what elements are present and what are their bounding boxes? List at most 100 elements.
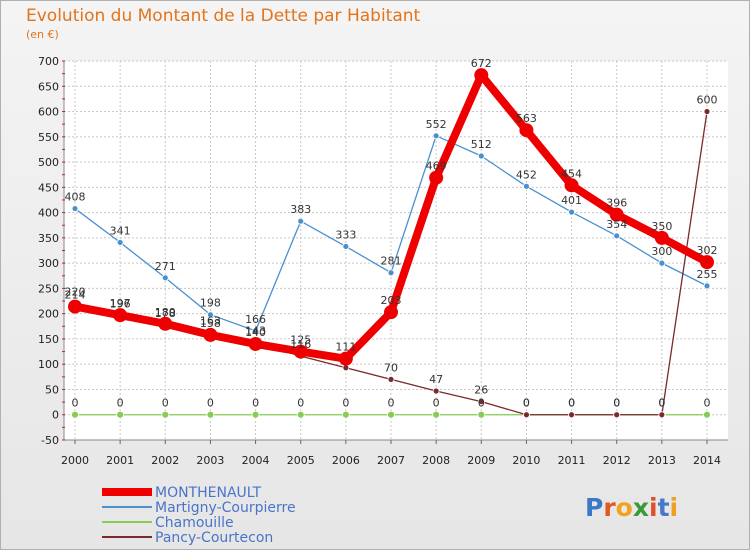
data-label: 600	[697, 94, 718, 107]
y-tick-label: 700	[38, 55, 59, 68]
x-tick-label: 2002	[151, 454, 179, 467]
data-label: 0	[658, 397, 665, 410]
data-label: 180	[155, 306, 176, 319]
data-label: 281	[381, 255, 402, 268]
data-point	[523, 411, 530, 419]
data-point	[116, 410, 125, 419]
data-label: 140	[245, 326, 266, 339]
x-tick-label: 2003	[196, 454, 224, 467]
data-label: 26	[474, 384, 488, 397]
x-tick-label: 2001	[106, 454, 134, 467]
data-point	[613, 411, 621, 419]
data-label: 0	[252, 397, 259, 410]
data-label: 125	[290, 334, 311, 347]
y-tick-label: 450	[38, 181, 59, 194]
x-tick-label: 2005	[287, 454, 315, 467]
x-tick-label: 2010	[512, 454, 540, 467]
plot-area	[64, 61, 728, 440]
data-point	[523, 182, 530, 190]
data-label: 354	[606, 218, 627, 231]
data-point	[161, 410, 170, 419]
data-point	[116, 239, 124, 246]
y-tick-label: 600	[38, 106, 59, 119]
x-tick-label: 2013	[648, 454, 676, 467]
data-label: 0	[72, 397, 79, 410]
chart-title: Evolution du Montant de la Dette par Hab…	[26, 6, 421, 26]
logo-letter: i	[649, 493, 658, 522]
data-label: 116	[290, 338, 311, 351]
data-label: 0	[162, 397, 169, 410]
data-point	[703, 410, 711, 419]
data-label: 341	[110, 224, 131, 237]
data-label: 0	[523, 397, 530, 410]
x-tick-label: 2000	[61, 454, 89, 467]
data-point	[203, 327, 218, 342]
y-tick-label: 550	[38, 131, 59, 144]
data-label: 198	[200, 297, 221, 310]
data-label: 0	[613, 397, 620, 410]
data-label: 0	[297, 397, 304, 410]
legend: MONTHENAULTMartigny-CourpierreChamouille…	[102, 485, 296, 546]
y-axis-ticks: -50 0 50 100 150 200 250 300 350 400 450 500 550 600 6…	[38, 55, 65, 447]
data-label: 383	[290, 203, 311, 216]
y-tick-label: 50	[45, 383, 59, 396]
data-point	[477, 410, 486, 419]
data-point	[207, 311, 214, 319]
legend-label: Chamouille	[155, 515, 234, 531]
logo-letter: P	[585, 493, 603, 522]
data-label: 163	[200, 314, 221, 327]
data-label: 0	[433, 397, 440, 410]
data-label: 396	[606, 197, 627, 210]
data-label: 111	[335, 341, 356, 354]
data-label: 452	[516, 168, 537, 181]
y-tick-label: 200	[38, 308, 59, 321]
data-point	[474, 68, 489, 83]
data-label: 0	[478, 397, 485, 410]
data-point	[71, 205, 79, 212]
data-label: 220	[65, 286, 86, 299]
data-label: 0	[568, 397, 575, 410]
data-label: 166	[245, 313, 266, 326]
x-tick-label: 2006	[332, 454, 360, 467]
data-label: 408	[65, 191, 86, 204]
data-label: 0	[704, 397, 711, 410]
data-label: 196	[110, 298, 131, 311]
data-point	[658, 411, 666, 419]
data-label: 70	[384, 361, 398, 374]
data-label: 47	[429, 373, 443, 386]
data-point	[341, 410, 350, 419]
data-point	[564, 178, 579, 193]
data-label: 469	[426, 160, 447, 173]
x-tick-label: 2009	[467, 454, 495, 467]
series-lines	[68, 68, 714, 419]
y-tick-label: 350	[38, 232, 59, 245]
data-label: 401	[561, 194, 582, 207]
data-point	[296, 410, 305, 419]
data-point	[387, 410, 395, 419]
y-tick-label: -50	[41, 434, 59, 447]
data-label: 0	[613, 397, 620, 410]
data-label: 214	[65, 289, 86, 302]
data-point	[568, 208, 575, 216]
data-point	[297, 217, 305, 225]
data-label: 552	[426, 118, 447, 131]
data-point	[342, 243, 350, 250]
legend-label: Martigny-Courpierre	[155, 500, 296, 516]
legend-label: MONTHENAULT	[155, 485, 262, 501]
data-point	[703, 108, 711, 115]
x-tick-label: 2014	[693, 454, 721, 467]
data-label: 454	[561, 167, 582, 180]
data-point	[609, 207, 624, 222]
data-label: 300	[651, 245, 672, 258]
y-tick-label: 0	[52, 409, 59, 422]
data-point	[387, 269, 395, 277]
data-point	[113, 308, 128, 323]
data-label: 0	[658, 397, 665, 410]
data-point	[252, 327, 259, 335]
data-labels: 408 341 271 198 166 383 333 281 552 512 452 401 354 3…	[65, 57, 718, 410]
logo-letter: t	[658, 493, 670, 522]
plot-background	[64, 61, 728, 440]
legend-label: Pancy-Courtecon	[155, 530, 273, 546]
y-tick-label: 100	[38, 358, 59, 371]
